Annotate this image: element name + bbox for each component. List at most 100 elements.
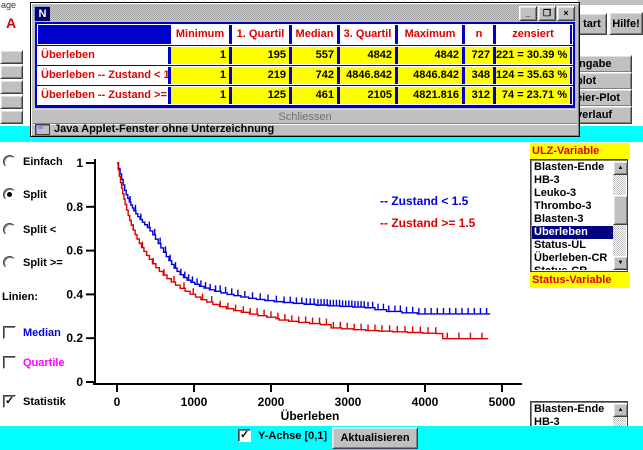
radio-split-lt-label: Split < [23,223,57,236]
dialog-titlebar[interactable]: N _ ❐ × [33,5,577,21]
column-header: Median [292,25,337,44]
table-value: 557 [292,47,337,64]
row-label: Überleben -- Zustand >= 1.5 [38,87,168,104]
radio-einfach[interactable]: Einfach [3,155,63,168]
eingabe-button-partial[interactable]: ingabe [576,55,632,73]
list-item-leuko-3[interactable]: Leuko-3 [534,187,577,199]
svg-text:0: 0 [114,395,121,409]
scroll-up-icon[interactable]: ▲ [613,161,627,175]
radio-split-ge[interactable]: Split >= [3,256,63,269]
table-value: 461 [292,87,337,104]
column-header: 1. Quartil [232,25,289,44]
list-item--berleben-cr[interactable]: Überleben-CR [534,252,608,264]
table-value: 2105 [340,87,395,104]
schliessen-button[interactable]: Schliessen [33,109,577,124]
radio-split-ge-label: Split >= [23,256,63,269]
svg-text:-- Zustand < 1.5: -- Zustand < 1.5 [380,194,469,208]
svg-text:0.8: 0.8 [66,200,83,214]
eingabe-button-label: ingabe [576,58,612,70]
svg-text:-- Zustand >= 1.5: -- Zustand >= 1.5 [380,216,476,230]
table-corner-cell [38,25,168,44]
radio-split-lt[interactable]: Split < [3,223,56,236]
y-axis-checkbox-label: Y-Achse [0,1] [258,429,328,442]
background-heading-fragment: A [6,15,17,31]
svg-text:5000: 5000 [489,395,516,409]
update-button[interactable]: Aktualisieren [332,427,418,449]
list-item-hb-3[interactable]: HB-3 [534,174,560,186]
partial-button-stub[interactable] [0,95,23,109]
table-value: 1 [171,47,229,64]
radio-split-lt-icon [3,223,16,236]
table-value: 4842 [340,47,395,64]
maximize-icon[interactable]: ❐ [538,6,556,21]
column-header: 3. Quartil [340,25,395,44]
table-row: Überleben -- Zustand >= 1.51125461210548… [37,86,573,105]
minimize-icon[interactable]: _ [519,6,537,21]
svg-text:0.2: 0.2 [66,331,83,345]
checkbox-quartile[interactable]: Quartile [3,356,65,369]
table-value: 312 [465,87,493,104]
table-value: 219 [232,67,289,84]
update-button-label: Aktualisieren [340,432,410,444]
close-icon[interactable]: × [557,6,575,21]
column-header: zensiert [496,25,570,44]
netscape-icon: N [34,5,50,21]
ulz-variable-items: Blasten-Ende HB-3 Leuko-3 Thrombo-3 Blasten-… [532,161,613,270]
meier-plot-button-label: eier-Plot [576,92,621,104]
table-header-row: Minimum 1. Quartil Median 3. Quartil Maximum… [37,24,573,45]
radio-split-ge-icon [3,256,16,269]
svg-text:0.6: 0.6 [66,244,83,258]
checkbox-quartile-icon [3,356,16,369]
scroll-up-icon[interactable]: ▲ [613,403,627,417]
table-row: Überleben -- Zustand < 1.5 1 219 742 4846.84… [37,66,573,85]
table-value: 221 = 30.39 % [496,47,570,64]
verlauf-button-label: verlauf [576,109,613,121]
y-axis-checkbox[interactable]: Y-Achse [0,1] [238,428,328,442]
list-item-blasten-ende[interactable]: Blasten-Ende [534,161,605,173]
list-item-thrombo-3[interactable]: Thrombo-3 [534,200,592,212]
radio-einfach-label: Einfach [23,155,63,168]
svg-text:3000: 3000 [335,395,362,409]
start-button-partial[interactable]: tart [578,13,607,35]
verlauf-button-partial[interactable]: verlauf [576,106,632,124]
table-value: 4846.842 [398,67,462,84]
ulz-variable-listbox[interactable]: Blasten-Ende HB-3 Leuko-3 Thrombo-3 Blasten-… [530,159,628,272]
table-value: 348 [465,67,493,84]
table-value: 742 [292,67,337,84]
statistics-dialog: N _ ❐ × Minimum 1. Quartil Median 3. Quarti… [30,2,580,137]
partial-button-stub[interactable] [0,80,23,94]
y-axis-checkbox-icon [238,428,251,442]
partial-button-stub[interactable] [0,50,23,64]
list-item-blasten-3[interactable]: Blasten-3 [534,213,584,225]
list-item-hb-3[interactable]: HB-3 [534,416,560,428]
column-header: Maximum [398,25,462,44]
applet-status-bar: Java Applet-Fenster ohne Unterzeichnung [33,123,577,135]
svg-text:1000: 1000 [181,395,208,409]
applet-window-icon [35,124,50,135]
radio-split[interactable]: Split [3,188,47,201]
radio-split-label: Split [23,188,47,201]
table-value: 4846.842 [340,67,395,84]
table-value: 1 [171,67,229,84]
table-value: 125 [232,87,289,104]
checkbox-median[interactable]: Median [3,326,61,339]
svg-text:2000: 2000 [258,395,285,409]
scroll-thumb[interactable] [613,195,627,225]
meier-plot-button-partial[interactable]: eier-Plot [576,89,632,107]
list-item-blasten-ende[interactable]: Blasten-Ende [534,403,605,415]
list-item-status-l[interactable]: Status-ÜL [534,239,586,251]
list-item-status-cr[interactable]: Status-CR [532,265,613,270]
partial-button-stub[interactable] [0,110,23,124]
partial-button-stub[interactable] [0,65,23,79]
scroll-down-icon[interactable]: ▼ [613,256,627,270]
help-button[interactable]: Hilfe! [609,12,643,35]
checkbox-median-icon [3,326,16,339]
table-value: 195 [232,47,289,64]
ulz-scrollbar[interactable]: ▲ ▼ [613,161,627,270]
list-item--berleben[interactable]: Überleben [532,226,613,239]
svg-text:0: 0 [76,375,83,389]
checkbox-statistik[interactable]: Statistik [3,394,66,408]
background-strip [578,0,643,5]
svg-text:4000: 4000 [412,395,439,409]
plot-button-partial[interactable]: plot [576,72,632,90]
